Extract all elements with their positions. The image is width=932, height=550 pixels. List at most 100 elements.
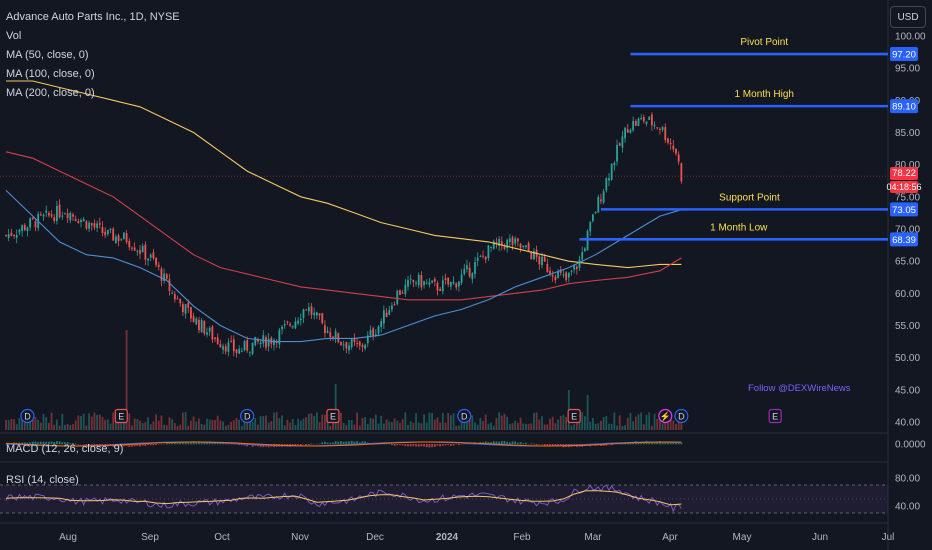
- volume-bar: [645, 414, 648, 430]
- macd-hist-bar: [675, 442, 677, 445]
- volume-bar: [583, 416, 586, 430]
- macd-hist-bar: [240, 444, 243, 446]
- candle-body: [58, 204, 61, 218]
- symbol-title[interactable]: Advance Auto Parts Inc., 1D, NYSE: [6, 11, 180, 23]
- legend-ma100[interactable]: MA (100, close, 0): [6, 68, 95, 80]
- candle-body: [112, 228, 115, 241]
- volume-bar: [275, 412, 278, 430]
- macd-hist-bar: [533, 443, 535, 445]
- macd-hist-bar: [72, 442, 74, 445]
- volume-bar: [482, 420, 484, 430]
- candle-body: [530, 252, 533, 260]
- volume-bar: [224, 425, 227, 430]
- volume-bar: [131, 425, 133, 430]
- price-tick-label: 40.00: [895, 418, 920, 429]
- candle-body: [133, 247, 136, 251]
- volume-bar: [380, 415, 383, 430]
- event-marker-text: E: [118, 412, 124, 422]
- macd-hist-bar: [423, 444, 425, 447]
- volume-bar: [412, 422, 415, 430]
- volume-bar: [616, 425, 618, 430]
- macd-hist-bar: [299, 444, 302, 446]
- volume-bar: [318, 422, 321, 430]
- price-tick-label: 50.00: [895, 353, 920, 364]
- legend-ma50[interactable]: MA (50, close, 0): [6, 49, 89, 61]
- macd-hist-bar: [179, 442, 182, 445]
- candle-body: [230, 340, 233, 342]
- candle-body: [629, 129, 632, 133]
- volume-bar: [640, 412, 643, 430]
- macd-hist-bar: [64, 442, 66, 445]
- candle-body: [431, 280, 434, 283]
- candle-body: [307, 307, 310, 312]
- candle-body: [128, 240, 131, 248]
- candle-body: [407, 280, 409, 287]
- candle-body: [267, 338, 270, 347]
- volume-bar: [120, 420, 123, 430]
- rsi-label[interactable]: RSI (14, close): [6, 474, 79, 486]
- volume-bar: [455, 425, 458, 430]
- candle-body: [645, 121, 648, 124]
- volume-bar: [653, 413, 656, 430]
- legend-ma200[interactable]: MA (200, close, 0): [6, 87, 95, 99]
- macd-hist-bar: [147, 444, 149, 446]
- volume-bar: [374, 414, 377, 430]
- macd-hist-bar: [642, 441, 645, 445]
- volume-bar: [232, 420, 235, 430]
- macd-hist-bar: [310, 443, 313, 445]
- macd-hist-bar: [350, 440, 353, 445]
- candle-body: [219, 344, 222, 348]
- volume-bar: [235, 417, 238, 430]
- candle-body: [393, 304, 396, 306]
- candle-body: [23, 225, 26, 231]
- macd-hist-bar: [66, 442, 69, 445]
- macd-hist-bar: [495, 441, 498, 445]
- candle-body: [125, 233, 128, 243]
- candle-body: [294, 321, 297, 329]
- macd-hist-bar: [230, 443, 233, 445]
- volume-bar: [433, 419, 436, 430]
- volume-bar: [356, 412, 358, 430]
- macd-hist-bar: [171, 441, 174, 445]
- volume-bar: [417, 422, 420, 430]
- candle-body: [168, 279, 171, 291]
- volume-bar: [149, 424, 152, 430]
- volume-bar: [18, 418, 21, 430]
- volume-bar: [88, 413, 90, 430]
- macd-hist-bar: [168, 442, 171, 445]
- candle-body: [235, 349, 238, 353]
- candle-body: [508, 238, 511, 242]
- candle-body: [401, 292, 404, 294]
- last-price-tag: 78.22: [890, 167, 918, 180]
- volume-bar: [302, 418, 305, 430]
- candle-body: [600, 199, 602, 202]
- volume-bar: [613, 412, 616, 430]
- macd-label[interactable]: MACD (12, 26, close, 9): [6, 443, 124, 455]
- legend-volume[interactable]: Vol: [6, 30, 22, 42]
- volume-bar: [350, 420, 353, 430]
- candle-body: [640, 118, 643, 120]
- volume-bar: [214, 420, 216, 430]
- macd-hist-bar: [238, 444, 241, 446]
- candle-body: [206, 332, 208, 335]
- macd-hist-bar: [661, 442, 664, 445]
- currency-button[interactable]: USD: [890, 6, 926, 28]
- candle-body: [104, 231, 107, 236]
- candle-body: [559, 269, 562, 273]
- volume-bar: [114, 416, 117, 430]
- volume-bar: [503, 413, 506, 430]
- candle-body: [573, 264, 576, 270]
- macd-hist-bar: [417, 444, 420, 447]
- candle-body: [404, 284, 407, 295]
- candle-body: [291, 326, 294, 328]
- macd-hist-bar: [441, 444, 444, 446]
- candle-body: [391, 305, 393, 310]
- macd-hist-bar: [514, 441, 517, 445]
- volume-bar: [479, 417, 482, 430]
- volume-bar: [423, 414, 425, 430]
- time-tick-label: Apr: [662, 532, 678, 543]
- candle-body: [562, 274, 565, 276]
- candle-body: [265, 337, 267, 348]
- volume-bar: [441, 412, 444, 430]
